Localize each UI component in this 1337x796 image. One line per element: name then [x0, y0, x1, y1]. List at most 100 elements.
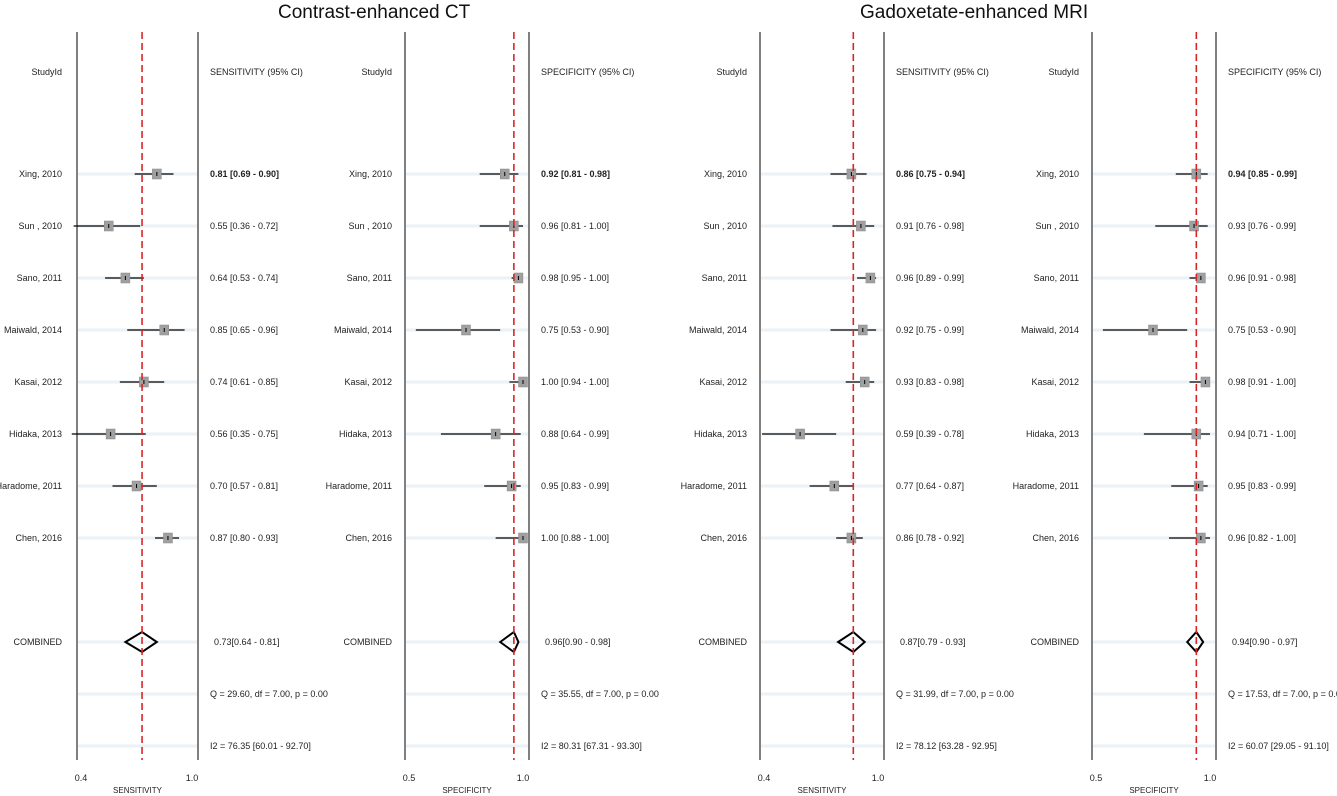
- study-label: Maiwald, 2014: [4, 325, 62, 335]
- estimate-ci-label: 0.87 [0.80 - 0.93]: [210, 533, 278, 543]
- study-column-header: StudyId: [716, 67, 747, 77]
- study-column-header: StudyId: [1048, 67, 1079, 77]
- study-label: Sun , 2010: [348, 221, 392, 231]
- combined-label: COMBINED: [698, 637, 747, 647]
- x-tick-label: 0.5: [1090, 773, 1103, 783]
- estimate-ci-label: 0.98 [0.95 - 1.00]: [541, 273, 609, 283]
- estimate-ci-label: 0.91 [0.76 - 0.98]: [896, 221, 964, 231]
- estimate-ci-label: 0.88 [0.64 - 0.99]: [541, 429, 609, 439]
- metric-column-header: SPECIFICITY (95% CI): [541, 67, 634, 77]
- combined-label: COMBINED: [13, 637, 62, 647]
- estimate-ci-label: 0.81 [0.69 - 0.90]: [210, 169, 279, 179]
- study-label: Hidaka, 2013: [339, 429, 392, 439]
- estimate-ci-label: 0.92 [0.75 - 0.99]: [896, 325, 964, 335]
- combined-diamond: [1185, 630, 1205, 654]
- estimate-ci-label: 0.93 [0.83 - 0.98]: [896, 377, 964, 387]
- x-tick-label: 0.5: [403, 773, 416, 783]
- title-mri: Gadoxetate-enhanced MRI: [860, 2, 1089, 23]
- estimate-ci-label: 0.70 [0.57 - 0.81]: [210, 481, 278, 491]
- estimate-ci-label: 0.98 [0.91 - 1.00]: [1228, 377, 1296, 387]
- q-statistic: Q = 17.53, df = 7.00, p = 0.01: [1228, 689, 1337, 699]
- estimate-ci-label: 0.59 [0.39 - 0.78]: [896, 429, 964, 439]
- i2-statistic: I2 = 80.31 [67.31 - 93.30]: [541, 741, 642, 751]
- study-label: Sano, 2011: [1034, 273, 1079, 283]
- x-tick-label: 0.4: [758, 773, 771, 783]
- study-column-header: StudyId: [31, 67, 62, 77]
- study-label: Sun , 2010: [1035, 221, 1079, 231]
- q-statistic: Q = 35.55, df = 7.00, p = 0.00: [541, 689, 659, 699]
- study-column-header: StudyId: [361, 67, 392, 77]
- x-axis-label: SENSITIVITY: [798, 786, 848, 795]
- estimate-ci-label: 0.95 [0.83 - 0.99]: [1228, 481, 1296, 491]
- study-label: Kasai, 2012: [344, 377, 392, 387]
- study-label: Chen, 2016: [345, 533, 392, 543]
- study-label: Xing, 2010: [704, 169, 747, 179]
- study-label: Sano, 2011: [17, 273, 62, 283]
- combined-diamond: [498, 630, 520, 654]
- study-label: Haradome, 2011: [0, 481, 62, 491]
- estimate-ci-label: 0.86 [0.75 - 0.94]: [896, 169, 965, 179]
- estimate-ci-label: 0.96 [0.91 - 0.98]: [1228, 273, 1296, 283]
- estimate-ci-label: 0.75 [0.53 - 0.90]: [1228, 325, 1296, 335]
- study-label: Maiwald, 2014: [689, 325, 747, 335]
- estimate-ci-label: 0.94 [0.85 - 0.99]: [1228, 169, 1297, 179]
- combined-estimate-label: 0.87[0.79 - 0.93]: [900, 637, 966, 647]
- estimate-ci-label: 0.56 [0.35 - 0.75]: [210, 429, 278, 439]
- estimate-ci-label: 0.96 [0.81 - 1.00]: [541, 221, 609, 231]
- estimate-ci-label: 0.93 [0.76 - 0.99]: [1228, 221, 1296, 231]
- i2-statistic: I2 = 78.12 [63.28 - 92.95]: [896, 741, 997, 751]
- estimate-ci-label: 0.96 [0.82 - 1.00]: [1228, 533, 1296, 543]
- study-label: Kasai, 2012: [14, 377, 62, 387]
- study-label: Kasai, 2012: [699, 377, 747, 387]
- x-axis-label: SENSITIVITY: [113, 786, 163, 795]
- study-label: Chen, 2016: [15, 533, 62, 543]
- study-label: Xing, 2010: [349, 169, 392, 179]
- estimate-ci-label: 0.85 [0.65 - 0.96]: [210, 325, 278, 335]
- combined-diamond: [123, 630, 159, 654]
- study-label: Maiwald, 2014: [1021, 325, 1079, 335]
- combined-diamond: [836, 630, 867, 654]
- estimate-ci-label: 0.96 [0.89 - 0.99]: [896, 273, 964, 283]
- estimate-ci-label: 0.94 [0.71 - 1.00]: [1228, 429, 1296, 439]
- study-label: Chen, 2016: [700, 533, 747, 543]
- study-label: Chen, 2016: [1032, 533, 1079, 543]
- combined-label: COMBINED: [1030, 637, 1079, 647]
- metric-column-header: SPECIFICITY (95% CI): [1228, 67, 1321, 77]
- estimate-ci-label: 1.00 [0.88 - 1.00]: [541, 533, 609, 543]
- estimate-ci-label: 0.92 [0.81 - 0.98]: [541, 169, 610, 179]
- x-axis-label: SPECIFICITY: [442, 786, 492, 795]
- estimate-ci-label: 0.64 [0.53 - 0.74]: [210, 273, 278, 283]
- q-statistic: Q = 29.60, df = 7.00, p = 0.00: [210, 689, 328, 699]
- estimate-ci-label: 0.75 [0.53 - 0.90]: [541, 325, 609, 335]
- metric-column-header: SENSITIVITY (95% CI): [210, 67, 303, 77]
- study-label: Xing, 2010: [19, 169, 62, 179]
- combined-estimate-label: 0.96[0.90 - 0.98]: [545, 637, 611, 647]
- metric-column-header: SENSITIVITY (95% CI): [896, 67, 989, 77]
- study-label: Sun , 2010: [703, 221, 747, 231]
- study-label: Maiwald, 2014: [334, 325, 392, 335]
- study-label: Sano, 2011: [347, 273, 392, 283]
- study-label: Haradome, 2011: [1013, 481, 1079, 491]
- study-label: Sun , 2010: [18, 221, 62, 231]
- study-label: Hidaka, 2013: [694, 429, 747, 439]
- estimate-ci-label: 0.77 [0.64 - 0.87]: [896, 481, 964, 491]
- x-tick-label: 1.0: [872, 773, 885, 783]
- combined-label: COMBINED: [343, 637, 392, 647]
- estimate-ci-label: 0.74 [0.61 - 0.85]: [210, 377, 278, 387]
- estimate-ci-label: 1.00 [0.94 - 1.00]: [541, 377, 609, 387]
- study-label: Haradome, 2011: [681, 481, 747, 491]
- study-label: Xing, 2010: [1036, 169, 1079, 179]
- study-label: Sano, 2011: [702, 273, 747, 283]
- study-label: Hidaka, 2013: [9, 429, 62, 439]
- study-label: Haradome, 2011: [326, 481, 392, 491]
- study-label: Hidaka, 2013: [1026, 429, 1079, 439]
- i2-statistic: I2 = 76.35 [60.01 - 92.70]: [210, 741, 311, 751]
- x-tick-label: 1.0: [186, 773, 199, 783]
- estimate-ci-label: 0.95 [0.83 - 0.99]: [541, 481, 609, 491]
- estimate-ci-label: 0.55 [0.36 - 0.72]: [210, 221, 278, 231]
- q-statistic: Q = 31.99, df = 7.00, p = 0.00: [896, 689, 1014, 699]
- x-tick-label: 1.0: [1204, 773, 1217, 783]
- combined-estimate-label: 0.73[0.64 - 0.81]: [214, 637, 280, 647]
- i2-statistic: I2 = 60.07 [29.05 - 91.10]: [1228, 741, 1329, 751]
